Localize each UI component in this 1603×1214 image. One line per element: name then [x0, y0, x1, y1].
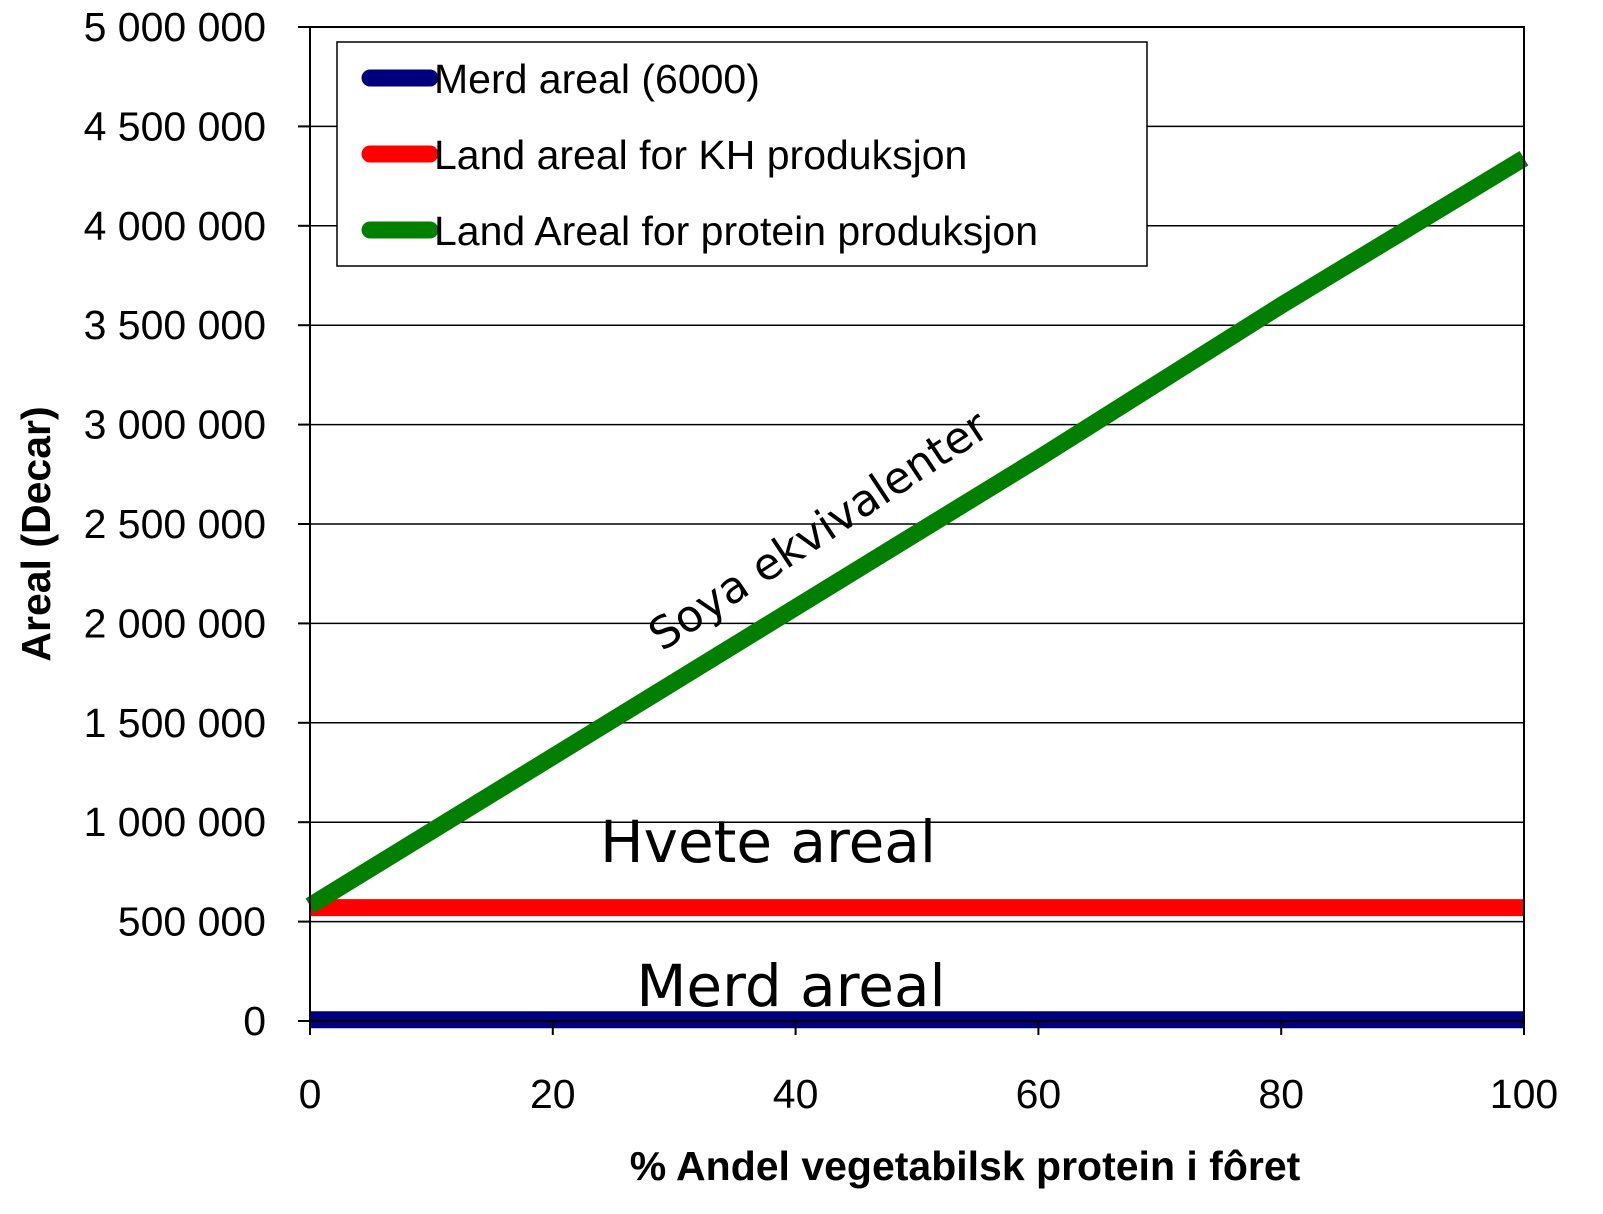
y-tick-label-8: 4 000 000	[84, 203, 266, 249]
y-axis-title: Areal (Decar)	[13, 406, 59, 661]
x-tick-label-1: 20	[530, 1071, 576, 1117]
y-tick-label-2: 1 000 000	[84, 799, 266, 845]
y-tick-label-5: 2 500 000	[84, 501, 266, 547]
y-tick-label-7: 3 500 000	[84, 302, 266, 348]
annotation-2: Hvete areal	[600, 808, 936, 876]
legend-label-2: Land areal for KH produksjon	[434, 132, 967, 178]
x-axis-ticks: 0 20 40 60 80 100	[299, 1021, 1558, 1117]
legend-box	[336, 41, 1148, 267]
x-axis-title: % Andel vegetabilsk protein i fôret	[630, 1143, 1301, 1189]
y-tick-label-3: 1 500 000	[84, 700, 266, 746]
legend-label-3: Land Areal for protein produksjon	[434, 208, 1038, 254]
x-tick-label-3: 60	[1016, 1071, 1062, 1117]
y-tick-label-6: 3 000 000	[84, 402, 266, 448]
series-line-3	[305, 150, 1529, 913]
x-tick-label-2: 40	[773, 1071, 819, 1117]
x-tick-label-4: 80	[1258, 1071, 1304, 1117]
y-tick-label-9: 4 500 000	[84, 103, 266, 149]
annotations: Soya ekvivalenter Hvete areal Merd areal	[600, 400, 998, 1020]
series-lines	[305, 150, 1529, 1029]
y-tick-label-1: 500 000	[118, 899, 266, 945]
y-tick-label-10: 5 000 000	[84, 4, 266, 50]
y-tick-label-0: 0	[243, 998, 266, 1044]
x-tick-label-5: 100	[1490, 1071, 1558, 1117]
y-tick-label-4: 2 000 000	[84, 600, 266, 646]
legend-label-1: Merd areal (6000)	[434, 56, 760, 102]
annotation-3: Merd areal	[636, 952, 945, 1020]
annotation-1: Soya ekvivalenter	[640, 400, 998, 661]
y-axis-ticks: 0 500 000 1 000 000 1 500 000 2 000 000 2 500…	[84, 4, 310, 1044]
x-tick-label-0: 0	[299, 1071, 322, 1117]
legend: Merd areal (6000) Land areal for KH produ…	[336, 41, 1148, 267]
